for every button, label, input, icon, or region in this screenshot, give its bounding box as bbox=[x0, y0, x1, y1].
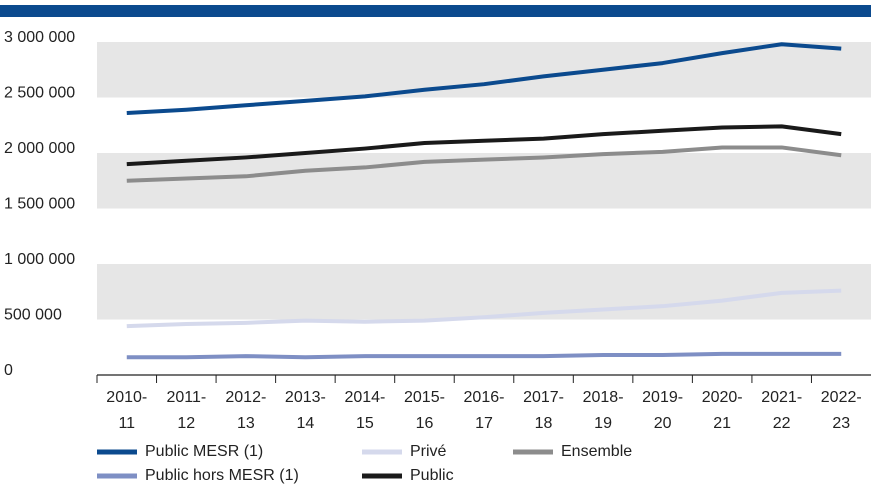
series-line bbox=[126, 124, 842, 167]
grid-band bbox=[97, 42, 871, 98]
x-tick-label: 19 bbox=[594, 415, 612, 432]
x-tick-label: 2015- bbox=[404, 389, 445, 406]
x-tick-label: 2016- bbox=[464, 389, 505, 406]
x-tick-label: 2011- bbox=[166, 389, 206, 406]
x-tick-label: 18 bbox=[535, 415, 553, 432]
x-tick-label: 15 bbox=[356, 415, 374, 432]
series-line bbox=[126, 42, 842, 116]
x-tick-label: 2022- bbox=[821, 389, 862, 406]
series-line bbox=[126, 288, 842, 329]
x-tick-label: 2019- bbox=[642, 389, 683, 406]
x-tick-label: 2017- bbox=[523, 389, 564, 406]
series-line bbox=[126, 145, 842, 183]
x-tick-label: 14 bbox=[296, 415, 314, 432]
legend-label: Public bbox=[410, 467, 454, 484]
grid-band bbox=[97, 264, 871, 320]
x-tick-label: 2013- bbox=[285, 389, 326, 406]
x-tick-label: 16 bbox=[416, 415, 434, 432]
x-tick-label: 22 bbox=[773, 415, 791, 432]
x-tick-label: 23 bbox=[832, 415, 850, 432]
top-bar bbox=[0, 5, 871, 17]
x-tick-label: 2014- bbox=[344, 389, 385, 406]
x-tick-label: 2021- bbox=[761, 389, 802, 406]
y-tick-label: 1 000 000 bbox=[4, 251, 75, 268]
y-tick-label: 1 500 000 bbox=[4, 196, 75, 213]
y-tick-label: 3 000 000 bbox=[4, 29, 75, 46]
legend-label: Public hors MESR (1) bbox=[145, 467, 299, 484]
legend-label: Privé bbox=[410, 443, 447, 460]
x-tick-label: 2010- bbox=[106, 389, 147, 406]
y-tick-label: 500 000 bbox=[4, 307, 62, 324]
x-tick-label: 17 bbox=[475, 415, 493, 432]
legend-label: Public MESR (1) bbox=[145, 443, 263, 460]
x-tick-label: 11 bbox=[118, 415, 135, 432]
x-tick-label: 13 bbox=[237, 415, 255, 432]
grid-band bbox=[97, 153, 871, 209]
x-tick-label: 2018- bbox=[583, 389, 624, 406]
x-tick-label: 12 bbox=[177, 415, 195, 432]
x-tick-label: 2012- bbox=[225, 389, 266, 406]
series-line bbox=[126, 351, 842, 360]
x-tick-label: 2020- bbox=[702, 389, 743, 406]
y-tick-label: 2 000 000 bbox=[4, 140, 75, 157]
y-tick-label: 2 500 000 bbox=[4, 85, 75, 102]
y-tick-label: 0 bbox=[4, 362, 13, 379]
x-tick-label: 21 bbox=[713, 415, 731, 432]
legend-label: Ensemble bbox=[561, 443, 632, 460]
x-tick-label: 20 bbox=[654, 415, 672, 432]
